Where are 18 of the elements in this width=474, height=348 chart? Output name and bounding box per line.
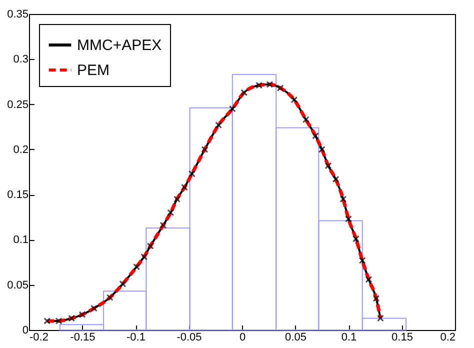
y-tick-label: 0.2 bbox=[13, 144, 28, 156]
x-tick-label: 0.15 bbox=[392, 332, 413, 344]
x-tick-label: 0.1 bbox=[341, 332, 357, 344]
x-tick-label: -0.15 bbox=[70, 332, 96, 344]
legend-label: MMC+APEX bbox=[77, 37, 162, 54]
x-tick-label: 0.05 bbox=[285, 332, 306, 344]
y-tick-label: 0.1 bbox=[13, 234, 28, 246]
y-tick-label: 0.3 bbox=[13, 54, 28, 66]
y-tick-label: 0.05 bbox=[7, 279, 28, 292]
x-tick-label: 0 bbox=[239, 332, 246, 344]
x-tick-label: -0.2 bbox=[30, 332, 48, 344]
x-tick-label: -0.05 bbox=[176, 332, 202, 344]
y-tick-label: 0.25 bbox=[7, 98, 28, 111]
legend-label: PEM bbox=[77, 62, 110, 79]
y-tick-label: 0.35 bbox=[7, 8, 28, 20]
x-tick-label: 0.2 bbox=[440, 332, 456, 344]
y-tick-label: 0.15 bbox=[7, 189, 28, 202]
x-tick-label: -0.1 bbox=[126, 332, 146, 344]
